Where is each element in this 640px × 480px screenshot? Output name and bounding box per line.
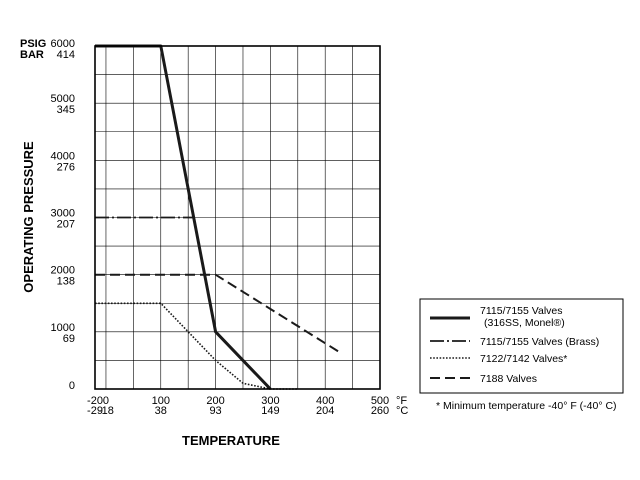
y-tick-label-psig: 1000 <box>51 322 75 334</box>
x-tick-label-c: 149 <box>261 405 279 417</box>
y-tick-label-psig: 2000 <box>51 265 75 277</box>
x-tick-label-c: -18 <box>98 405 114 417</box>
y-tick-label-bar: 138 <box>57 276 75 288</box>
y-tick-label-bar: 207 <box>57 219 75 231</box>
x-tick-label-f: 400 <box>316 395 334 407</box>
grid <box>95 46 380 389</box>
y-tick-label-bar: 345 <box>57 104 75 116</box>
y-axis-title: OPERATING PRESSURE <box>21 141 36 293</box>
y-tick-label-bar: 69 <box>63 333 75 345</box>
x-tick-label-c: 38 <box>155 405 167 417</box>
x-unit-primary: °F <box>396 395 407 407</box>
y-tick-label-bar: 414 <box>57 49 75 61</box>
x-axis-title: TEMPERATURE <box>182 433 280 448</box>
y-tick-label-bar: 276 <box>57 161 75 173</box>
x-tick-label-c: 260 <box>371 405 389 417</box>
y-tick-label-psig: 5000 <box>51 93 75 105</box>
footnote: * Minimum temperature -40° F (-40° C) <box>436 400 617 412</box>
x-tick-label-f: 300 <box>261 395 279 407</box>
x-tick-label-f: 200 <box>206 395 224 407</box>
x-tick-label-c: 93 <box>209 405 221 417</box>
x-unit-secondary: °C <box>396 405 408 417</box>
x-tick-label-f: 0 <box>103 395 109 407</box>
x-tick-label-c: -29 <box>87 405 103 417</box>
legend-label-line2: (316SS, Monel®) <box>484 317 565 329</box>
legend-label: 7188 Valves <box>480 373 537 385</box>
series-line-4 <box>95 273 340 353</box>
series-line-3 <box>95 302 298 390</box>
x-tick-label-f: 500 <box>371 395 389 407</box>
legend-label: 7122/7142 Valves* <box>480 353 567 365</box>
x-tick-label-f: 100 <box>152 395 170 407</box>
legend: 7115/7155 Valves(316SS, Monel®) 7115/7155… <box>419 298 624 394</box>
y-unit-secondary: BAR <box>20 49 44 61</box>
x-tick-label-f: -20 <box>87 395 103 407</box>
y-tick-label-psig: 6000 <box>51 38 75 50</box>
y-unit-primary: PSIG <box>20 38 46 50</box>
plot-frame <box>94 45 381 390</box>
legend-label: 7115/7155 Valves (Brass) <box>480 336 599 348</box>
y-tick-label-psig: 3000 <box>51 208 75 220</box>
y-tick-label-psig: 0 <box>69 380 75 392</box>
y-tick-label-psig: 4000 <box>51 150 75 162</box>
legend-label: 7115/7155 Valves <box>480 305 563 317</box>
x-tick-label-c: 204 <box>316 405 334 417</box>
